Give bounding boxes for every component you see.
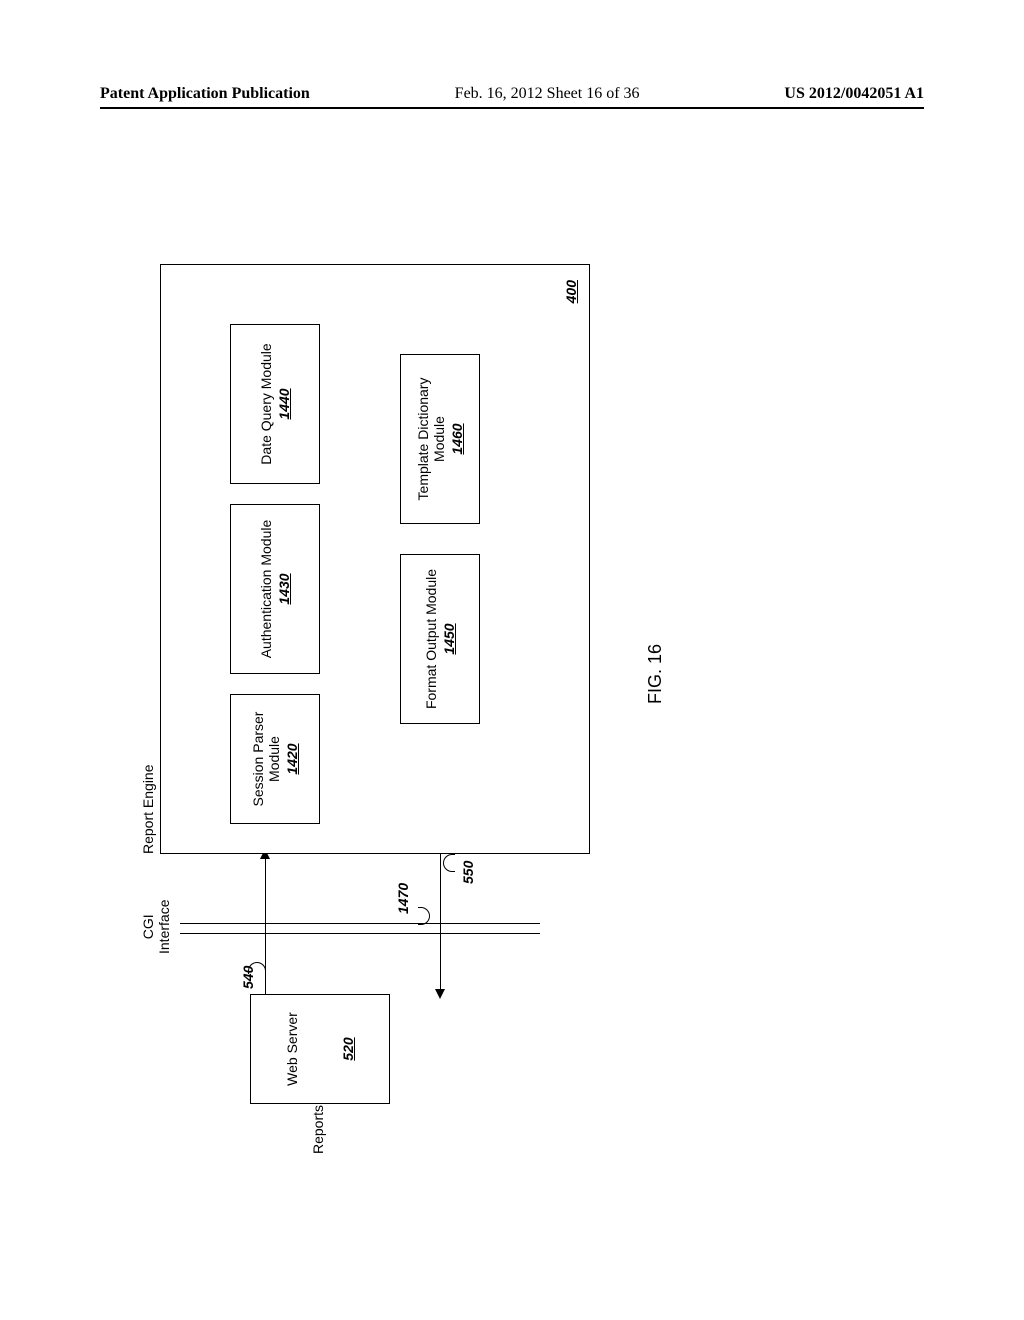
web-server-box: Web Server 520 [250, 994, 390, 1104]
ref-550-curve [443, 854, 455, 872]
session-parser-name: Session Parser Module [250, 712, 282, 807]
session-parser-box: Session Parser Module 1420 [230, 694, 320, 824]
date-query-ref: 1440 [276, 388, 292, 419]
arrow-550-line [440, 854, 441, 989]
header-right: US 2012/0042051 A1 [784, 85, 924, 103]
report-engine-label: Report Engine [140, 764, 156, 854]
authentication-ref: 1430 [276, 573, 292, 604]
format-output-box: Format Output Module 1450 [400, 554, 480, 724]
diagram-area: Reports Web Server 520 CGI Interface 540… [0, 160, 900, 1184]
cgi-line-1 [180, 933, 540, 934]
header-left: Patent Application Publication [100, 85, 310, 103]
format-output-ref: 1450 [441, 623, 457, 654]
patent-header: Patent Application Publication Feb. 16, … [0, 85, 1024, 109]
ref-1470: 1470 [395, 883, 411, 914]
cgi-line-2 [180, 923, 540, 924]
web-server-ref: 520 [340, 1037, 356, 1060]
template-dict-box: Template Dictionary Module 1460 [400, 354, 480, 524]
web-server-name: Web Server [284, 1012, 300, 1086]
authentication-box: Authentication Module 1430 [230, 504, 320, 674]
report-engine-ref: 400 [563, 280, 579, 303]
cgi-interface-label: CGI Interface [140, 900, 172, 954]
template-dict-name: Template Dictionary Module [415, 378, 447, 501]
figure-label: FIG. 16 [645, 644, 666, 704]
date-query-box: Date Query Module 1440 [230, 324, 320, 484]
authentication-name: Authentication Module [258, 520, 274, 659]
report-engine-box: 400 [160, 264, 590, 854]
reports-label: Reports [310, 1105, 326, 1154]
format-output-name: Format Output Module [423, 569, 439, 709]
header-center: Feb. 16, 2012 Sheet 16 of 36 [455, 85, 640, 103]
ref-550: 550 [460, 861, 476, 884]
template-dict-ref: 1460 [449, 423, 465, 454]
ref-540-curve [248, 962, 266, 974]
arrow-550-head [435, 989, 445, 999]
session-parser-ref: 1420 [284, 743, 300, 774]
date-query-name: Date Query Module [258, 343, 274, 464]
